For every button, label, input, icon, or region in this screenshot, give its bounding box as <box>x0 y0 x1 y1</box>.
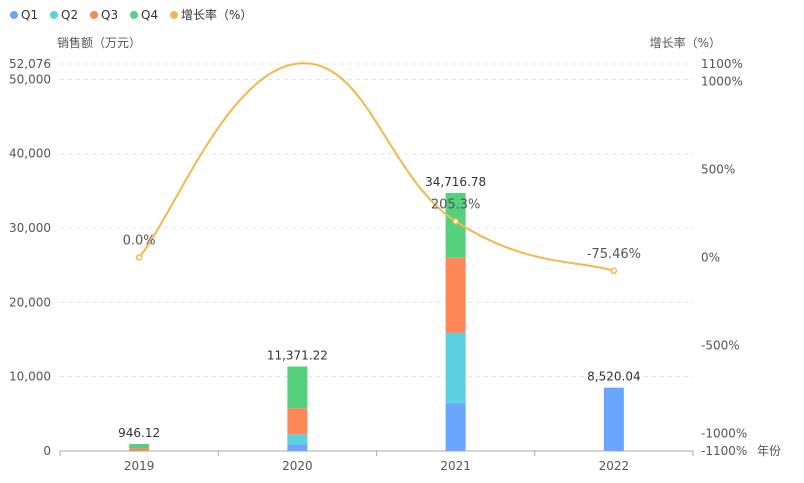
bar-q1-2021 <box>445 403 466 451</box>
growth-label: 0.0% <box>123 234 156 249</box>
y2-tick-label: 1100% <box>701 57 743 71</box>
growth-point <box>452 218 459 225</box>
bar-q3-2019 <box>129 448 150 451</box>
legend-label-q2[interactable]: Q2 <box>61 8 78 22</box>
y2-tick-label: 0% <box>701 251 720 265</box>
growth-label: -75.46% <box>587 247 641 262</box>
legend-label-q3[interactable]: Q3 <box>101 8 118 22</box>
legend-marker-q2[interactable] <box>50 11 58 19</box>
legend-label-q4[interactable]: Q4 <box>141 8 158 22</box>
y-tick-label: 10,000 <box>9 370 51 384</box>
bar-total-label: 8,520.04 <box>587 370 640 384</box>
legend-marker-q3[interactable] <box>90 11 98 19</box>
y2-tick-label: -1000% <box>701 426 747 440</box>
growth-point <box>135 254 143 261</box>
bar-q4-2021 <box>445 193 466 258</box>
y2-tick-label: -500% <box>701 338 740 352</box>
y2-tick-label: 500% <box>701 163 735 177</box>
y-axis-title: 销售额（万元） <box>57 35 141 50</box>
bar-q1-2022 <box>603 387 624 451</box>
bar-q2-2021 <box>445 332 466 404</box>
x-axis-title: 年份 <box>757 444 781 458</box>
bar-total-label: 34,716.78 <box>425 175 486 189</box>
bar-q4-2020 <box>287 366 308 409</box>
growth-rate-line <box>138 62 615 272</box>
y-tick-label: 50,000 <box>9 72 51 86</box>
x-tick-label: 2019 <box>124 459 155 473</box>
legend-marker-q4[interactable] <box>130 11 138 19</box>
legend-marker-q1[interactable] <box>10 11 18 19</box>
growth-label: 205.3% <box>431 197 481 212</box>
y2-tick-label: 1000% <box>701 75 743 89</box>
legend-label-growth[interactable]: 增长率（%） <box>181 7 252 22</box>
y-tick-label: 30,000 <box>9 221 51 235</box>
bar-q2-2020 <box>287 434 308 445</box>
legend-label-q1[interactable]: Q1 <box>21 8 38 22</box>
y2-axis-title: 增长率（%） <box>650 35 721 50</box>
bar-total-label: 11,371.22 <box>267 348 328 362</box>
legend-marker-growth[interactable] <box>170 11 178 19</box>
y-tick-label: 52,076 <box>9 57 51 71</box>
x-tick-label: 2021 <box>440 459 471 473</box>
y-tick-label: 20,000 <box>9 295 51 309</box>
x-tick-label: 2022 <box>599 459 630 473</box>
y2-tick-label: -1100% <box>701 444 747 458</box>
bar-q3-2020 <box>287 408 308 435</box>
y-tick-label: 0 <box>43 444 51 458</box>
growth-point <box>610 267 618 275</box>
bar-q1-2020 <box>287 444 308 451</box>
y-tick-label: 40,000 <box>9 147 51 161</box>
bar-total-label: 946.12 <box>118 426 160 440</box>
x-tick-label: 2020 <box>282 459 313 473</box>
bar-q4-2019 <box>129 443 150 449</box>
bar-q3-2021 <box>445 257 466 333</box>
